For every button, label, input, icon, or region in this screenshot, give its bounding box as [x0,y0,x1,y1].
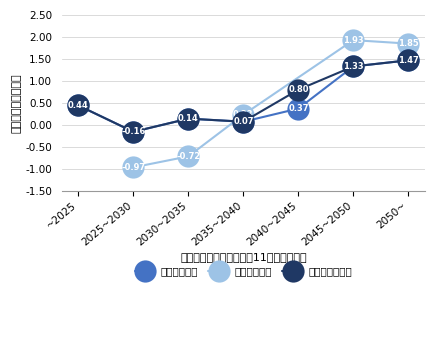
関連トピック [296,106,301,111]
重複トピック [131,165,136,169]
Text: 1.85: 1.85 [398,39,419,48]
Text: -0.72: -0.72 [176,152,201,161]
Text: 0.44: 0.44 [68,101,89,110]
Text: 1.33: 1.33 [343,62,364,71]
Text: 0.44: 0.44 [68,101,89,110]
Text: 0.14: 0.14 [178,114,199,123]
Text: 1.93: 1.93 [343,36,364,45]
その他トピック [76,103,81,108]
X-axis label: 社会的実現予測時期（第11回調査結果）: 社会的実現予測時期（第11回調査結果） [180,252,307,262]
Legend: 関連トピック, 重複トピック, その他トピック: 関連トピック, 重複トピック, その他トピック [130,262,356,281]
関連トピック [241,120,246,124]
その他トピック [296,88,301,92]
Text: 0.07: 0.07 [233,117,254,126]
Text: 1.33: 1.33 [343,62,364,71]
関連トピック [351,64,356,69]
Line: 重複トピック: 重複トピック [122,29,419,178]
Text: 0.37: 0.37 [288,104,309,113]
重複トピック [351,38,356,42]
関連トピック [76,103,81,108]
重複トピック [186,154,191,159]
Text: -0.16: -0.16 [121,127,146,136]
Text: -0.16: -0.16 [121,127,146,136]
その他トピック [186,116,191,121]
Text: 1.47: 1.47 [398,56,419,65]
Y-axis label: 実現予測時期の変化: 実現予測時期の変化 [11,73,21,133]
Text: 0.07: 0.07 [233,117,254,126]
Text: 0.23: 0.23 [233,110,254,119]
関連トピック [406,58,411,62]
その他トピック [351,64,356,69]
Text: 0.80: 0.80 [288,85,309,94]
Text: -0.97: -0.97 [121,163,146,172]
Text: 0.14: 0.14 [178,114,199,123]
関連トピック [186,116,191,121]
Line: その他トピック: その他トピック [67,49,419,143]
Text: 1.47: 1.47 [398,56,419,65]
その他トピック [131,130,136,134]
その他トピック [406,58,411,62]
その他トピック [241,120,246,124]
関連トピック [131,130,136,134]
重複トピック [241,112,246,117]
Line: 関連トピック: 関連トピック [67,49,419,143]
重複トピック [406,42,411,46]
